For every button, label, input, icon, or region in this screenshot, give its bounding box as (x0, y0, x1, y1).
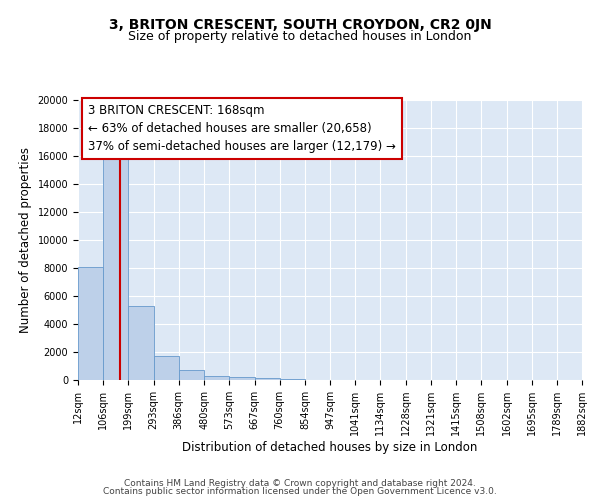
Text: 3, BRITON CRESCENT, SOUTH CROYDON, CR2 0JN: 3, BRITON CRESCENT, SOUTH CROYDON, CR2 0… (109, 18, 491, 32)
Bar (154, 356, 179, 380)
Bar (254, 378, 280, 380)
Text: Contains public sector information licensed under the Open Government Licence v3: Contains public sector information licen… (103, 487, 497, 496)
Text: Size of property relative to detached houses in London: Size of property relative to detached ho… (128, 30, 472, 43)
Text: 3 BRITON CRESCENT: 168sqm
← 63% of detached houses are smaller (20,658)
37% of s: 3 BRITON CRESCENT: 168sqm ← 63% of detac… (88, 104, 396, 153)
Y-axis label: Number of detached properties: Number of detached properties (19, 147, 32, 333)
Bar (128, 306, 154, 380)
Bar (280, 379, 305, 380)
Bar (103, 148, 128, 380)
Text: Contains HM Land Registry data © Crown copyright and database right 2024.: Contains HM Land Registry data © Crown c… (124, 478, 476, 488)
X-axis label: Distribution of detached houses by size in London: Distribution of detached houses by size … (182, 441, 478, 454)
Bar (204, 376, 229, 380)
Bar (78, 266, 103, 380)
Bar (179, 370, 204, 380)
Bar (229, 377, 254, 380)
